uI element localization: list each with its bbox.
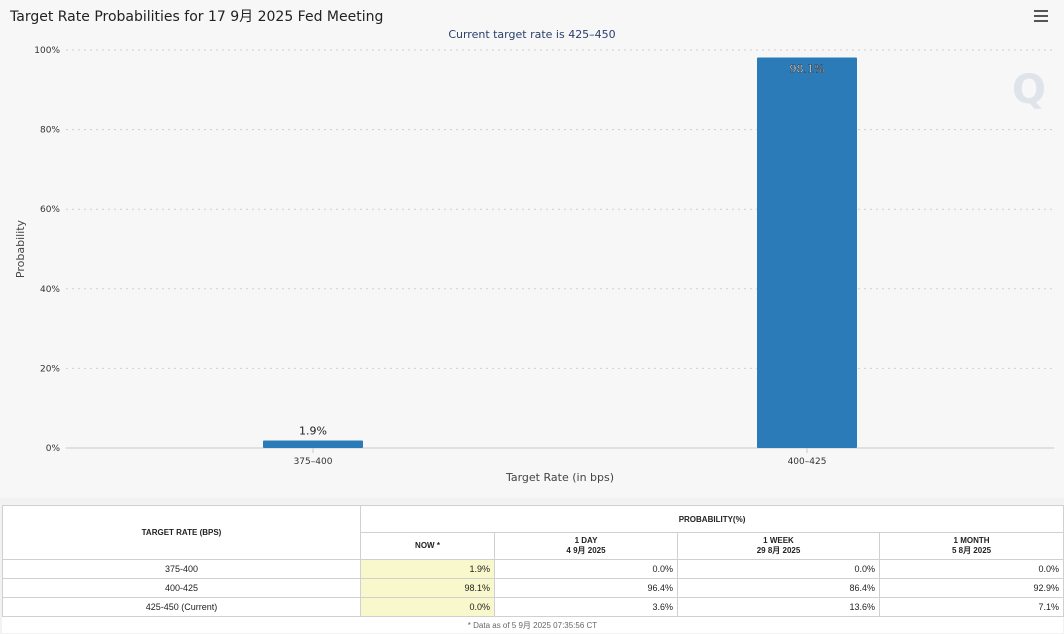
y-tick-label: 80% bbox=[40, 126, 60, 136]
now-cell: 1.9% bbox=[360, 559, 495, 579]
month-cell: 7.1% bbox=[878, 597, 1064, 617]
month-cell: 0.0% bbox=[878, 559, 1064, 579]
bar-375–400 bbox=[263, 440, 363, 448]
y-tick-label: 40% bbox=[40, 285, 60, 295]
rate-cell: 400-425 bbox=[2, 578, 361, 598]
watermark-logo: Q bbox=[1012, 67, 1046, 113]
now-cell: 0.0% bbox=[360, 597, 495, 617]
week-cell: 0.0% bbox=[677, 559, 880, 579]
probability-table-container: TARGET RATE (BPS) PROBABILITY(%) NOW * 1… bbox=[2, 505, 1064, 633]
hamburger-menu-icon[interactable] bbox=[1034, 10, 1048, 22]
data-label: 98.1% bbox=[790, 63, 825, 76]
x-tick-label: 375–400 bbox=[294, 457, 333, 467]
now-cell: 98.1% bbox=[360, 578, 495, 598]
x-tick-label: 400–425 bbox=[788, 457, 827, 467]
day-cell: 3.6% bbox=[494, 597, 678, 617]
y-tick-label: 20% bbox=[40, 364, 60, 374]
day-cell: 96.4% bbox=[494, 578, 678, 598]
now-header: NOW * bbox=[360, 532, 495, 560]
rate-cell: 375-400 bbox=[2, 559, 361, 579]
chart-panel: Current target rate is 425–450 0% 20% 40% 60… bbox=[10, 9, 1054, 484]
table-row: 400-425 98.1% 96.4% 86.4% 92.9% bbox=[2, 578, 1064, 598]
probability-table: TARGET RATE (BPS) PROBABILITY(%) NOW * 1… bbox=[2, 505, 1064, 617]
bar-chart: Current target rate is 425–450 0% 20% 40% 60… bbox=[14, 28, 1054, 484]
rate-cell: 425-450 (Current) bbox=[2, 597, 361, 617]
chart-subtitle: Current target rate is 425–450 bbox=[448, 28, 615, 41]
y-axis-title: Probability bbox=[14, 219, 27, 278]
table-row: 425-450 (Current) 0.0% 3.6% 13.6% 7.1% bbox=[2, 597, 1064, 617]
week-cell: 86.4% bbox=[677, 578, 880, 598]
week-cell: 13.6% bbox=[677, 597, 880, 617]
target-rate-header: TARGET RATE (BPS) bbox=[2, 505, 361, 560]
one-month-header: 1 MONTH 5 8月 2025 bbox=[878, 532, 1064, 560]
x-axis-title: Target Rate (in bps) bbox=[505, 471, 614, 484]
y-tick-label: 0% bbox=[46, 444, 61, 454]
table-row: 375-400 1.9% 0.0% 0.0% 0.0% bbox=[2, 559, 1064, 579]
y-tick-label: 60% bbox=[40, 205, 60, 215]
bar-400–425 bbox=[757, 57, 857, 448]
data-label: 1.9% bbox=[299, 424, 327, 437]
probability-header: PROBABILITY(%) bbox=[359, 505, 1064, 533]
chart-title: Target Rate Probabilities for 17 9月 2025… bbox=[10, 9, 384, 25]
one-day-header: 1 DAY 4 9月 2025 bbox=[494, 532, 678, 560]
y-tick-label: 100% bbox=[34, 46, 60, 56]
one-week-header: 1 WEEK 29 8月 2025 bbox=[677, 532, 880, 560]
data-timestamp-footnote: * Data as of 5 9月 2025 07:35:56 CT bbox=[467, 621, 598, 630]
month-cell: 92.9% bbox=[878, 578, 1064, 598]
day-cell: 0.0% bbox=[494, 559, 678, 579]
